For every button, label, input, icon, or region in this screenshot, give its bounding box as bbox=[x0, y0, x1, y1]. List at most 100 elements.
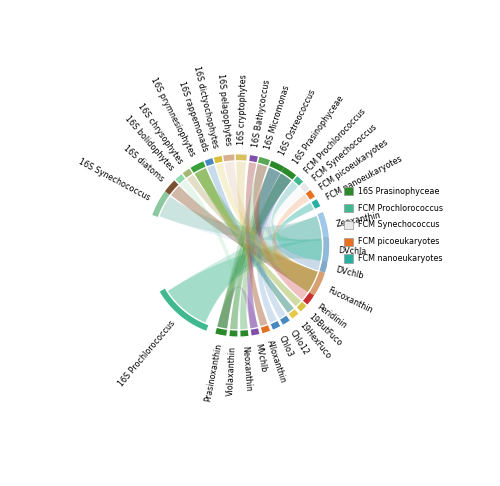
Polygon shape bbox=[344, 187, 353, 195]
Text: FCM picoeukaryotes: FCM picoeukaryotes bbox=[358, 237, 439, 246]
Polygon shape bbox=[186, 174, 318, 292]
Polygon shape bbox=[277, 203, 322, 241]
Polygon shape bbox=[240, 330, 248, 337]
Text: 16S rappemonads: 16S rappemonads bbox=[178, 80, 210, 152]
Polygon shape bbox=[159, 288, 208, 331]
Polygon shape bbox=[247, 167, 280, 329]
Text: 16S dictyochophytes: 16S dictyochophytes bbox=[192, 65, 220, 149]
Polygon shape bbox=[194, 168, 318, 292]
Polygon shape bbox=[260, 325, 270, 334]
Text: 16S Prasinophyceae: 16S Prasinophyceae bbox=[358, 187, 439, 195]
Polygon shape bbox=[194, 168, 294, 313]
Polygon shape bbox=[230, 173, 292, 330]
Polygon shape bbox=[204, 157, 214, 167]
Text: 16S Ostreococcus: 16S Ostreococcus bbox=[278, 88, 318, 157]
Text: 16S pelagophytes: 16S pelagophytes bbox=[216, 73, 232, 146]
Text: 16S Prasinophyceae: 16S Prasinophyceae bbox=[292, 94, 346, 166]
Polygon shape bbox=[217, 286, 258, 329]
Polygon shape bbox=[305, 190, 316, 200]
Text: Alloxanthin: Alloxanthin bbox=[265, 339, 287, 385]
Polygon shape bbox=[311, 199, 321, 209]
Text: Peridinin: Peridinin bbox=[316, 302, 348, 330]
Polygon shape bbox=[182, 168, 192, 178]
Text: FCM Synechococcus: FCM Synechococcus bbox=[311, 123, 378, 183]
Text: Chlo3: Chlo3 bbox=[276, 334, 294, 359]
Polygon shape bbox=[246, 162, 268, 327]
Text: Violaxanthin: Violaxanthin bbox=[226, 345, 237, 396]
Polygon shape bbox=[256, 173, 292, 324]
Polygon shape bbox=[344, 238, 353, 246]
Polygon shape bbox=[344, 204, 353, 212]
Polygon shape bbox=[180, 179, 248, 330]
Polygon shape bbox=[344, 255, 353, 263]
Polygon shape bbox=[223, 154, 234, 162]
Text: 16S chrysophytes: 16S chrysophytes bbox=[136, 102, 184, 166]
Polygon shape bbox=[293, 175, 304, 186]
Polygon shape bbox=[258, 156, 270, 166]
Polygon shape bbox=[214, 155, 222, 164]
Text: FCM Prochlorococcus: FCM Prochlorococcus bbox=[303, 107, 368, 175]
Text: Prasinoxanthin: Prasinoxanthin bbox=[204, 343, 224, 403]
Polygon shape bbox=[159, 196, 322, 241]
Polygon shape bbox=[248, 173, 292, 329]
Polygon shape bbox=[270, 320, 280, 330]
Polygon shape bbox=[186, 174, 318, 292]
Polygon shape bbox=[308, 271, 326, 297]
Text: 16S Bathycoccus: 16S Bathycoccus bbox=[251, 78, 272, 148]
Polygon shape bbox=[296, 301, 307, 312]
Text: Chlo12: Chlo12 bbox=[288, 328, 310, 357]
Polygon shape bbox=[300, 182, 310, 193]
Text: 16S Micromonas: 16S Micromonas bbox=[263, 85, 291, 151]
Text: Fucoxanthin: Fucoxanthin bbox=[326, 285, 374, 314]
Polygon shape bbox=[277, 203, 322, 261]
Text: FCM nanoeukaryotes: FCM nanoeukaryotes bbox=[324, 155, 404, 202]
Text: DVchlb: DVchlb bbox=[334, 265, 364, 281]
Polygon shape bbox=[318, 261, 328, 273]
Polygon shape bbox=[271, 181, 322, 261]
Polygon shape bbox=[260, 167, 321, 271]
Polygon shape bbox=[152, 191, 170, 217]
Polygon shape bbox=[224, 161, 318, 292]
Text: 16S cryptophytes: 16S cryptophytes bbox=[237, 74, 248, 145]
Polygon shape bbox=[236, 154, 247, 161]
Text: MVchlb: MVchlb bbox=[253, 343, 268, 373]
Text: 16S bolidophytes: 16S bolidophytes bbox=[124, 114, 176, 173]
Polygon shape bbox=[281, 166, 296, 180]
Text: DVchla: DVchla bbox=[338, 246, 366, 257]
Polygon shape bbox=[216, 162, 318, 292]
Polygon shape bbox=[236, 161, 268, 327]
Polygon shape bbox=[321, 237, 330, 264]
Polygon shape bbox=[302, 292, 314, 305]
Polygon shape bbox=[217, 167, 280, 329]
Polygon shape bbox=[190, 161, 206, 174]
Polygon shape bbox=[194, 168, 302, 307]
Polygon shape bbox=[230, 330, 237, 337]
Polygon shape bbox=[215, 327, 227, 336]
Text: FCM nanoeukaryotes: FCM nanoeukaryotes bbox=[358, 254, 442, 263]
Polygon shape bbox=[168, 216, 322, 323]
Text: 19ButFuco: 19ButFuco bbox=[307, 312, 344, 347]
Text: 16S Prochlorococcus: 16S Prochlorococcus bbox=[117, 319, 177, 389]
Polygon shape bbox=[274, 187, 322, 241]
Polygon shape bbox=[269, 160, 284, 173]
Polygon shape bbox=[175, 174, 186, 184]
Text: 16S diatoms: 16S diatoms bbox=[122, 143, 166, 183]
Polygon shape bbox=[249, 155, 258, 163]
Text: FCM picoeukaryotes: FCM picoeukaryotes bbox=[318, 138, 390, 191]
Polygon shape bbox=[194, 168, 302, 307]
Polygon shape bbox=[280, 315, 290, 325]
Polygon shape bbox=[230, 167, 280, 330]
Text: Zeaxanthin: Zeaxanthin bbox=[335, 211, 382, 229]
Polygon shape bbox=[246, 162, 268, 327]
Polygon shape bbox=[159, 196, 322, 261]
Text: 19HexFuco: 19HexFuco bbox=[298, 320, 332, 361]
Polygon shape bbox=[170, 186, 318, 292]
Polygon shape bbox=[217, 163, 268, 329]
Text: 16S prymnesiophytes: 16S prymnesiophytes bbox=[149, 76, 196, 158]
Polygon shape bbox=[344, 221, 353, 229]
Polygon shape bbox=[266, 173, 321, 271]
Polygon shape bbox=[317, 212, 330, 242]
Text: FCM Prochlorococcus: FCM Prochlorococcus bbox=[358, 204, 442, 212]
Polygon shape bbox=[272, 181, 322, 241]
Polygon shape bbox=[254, 163, 308, 300]
